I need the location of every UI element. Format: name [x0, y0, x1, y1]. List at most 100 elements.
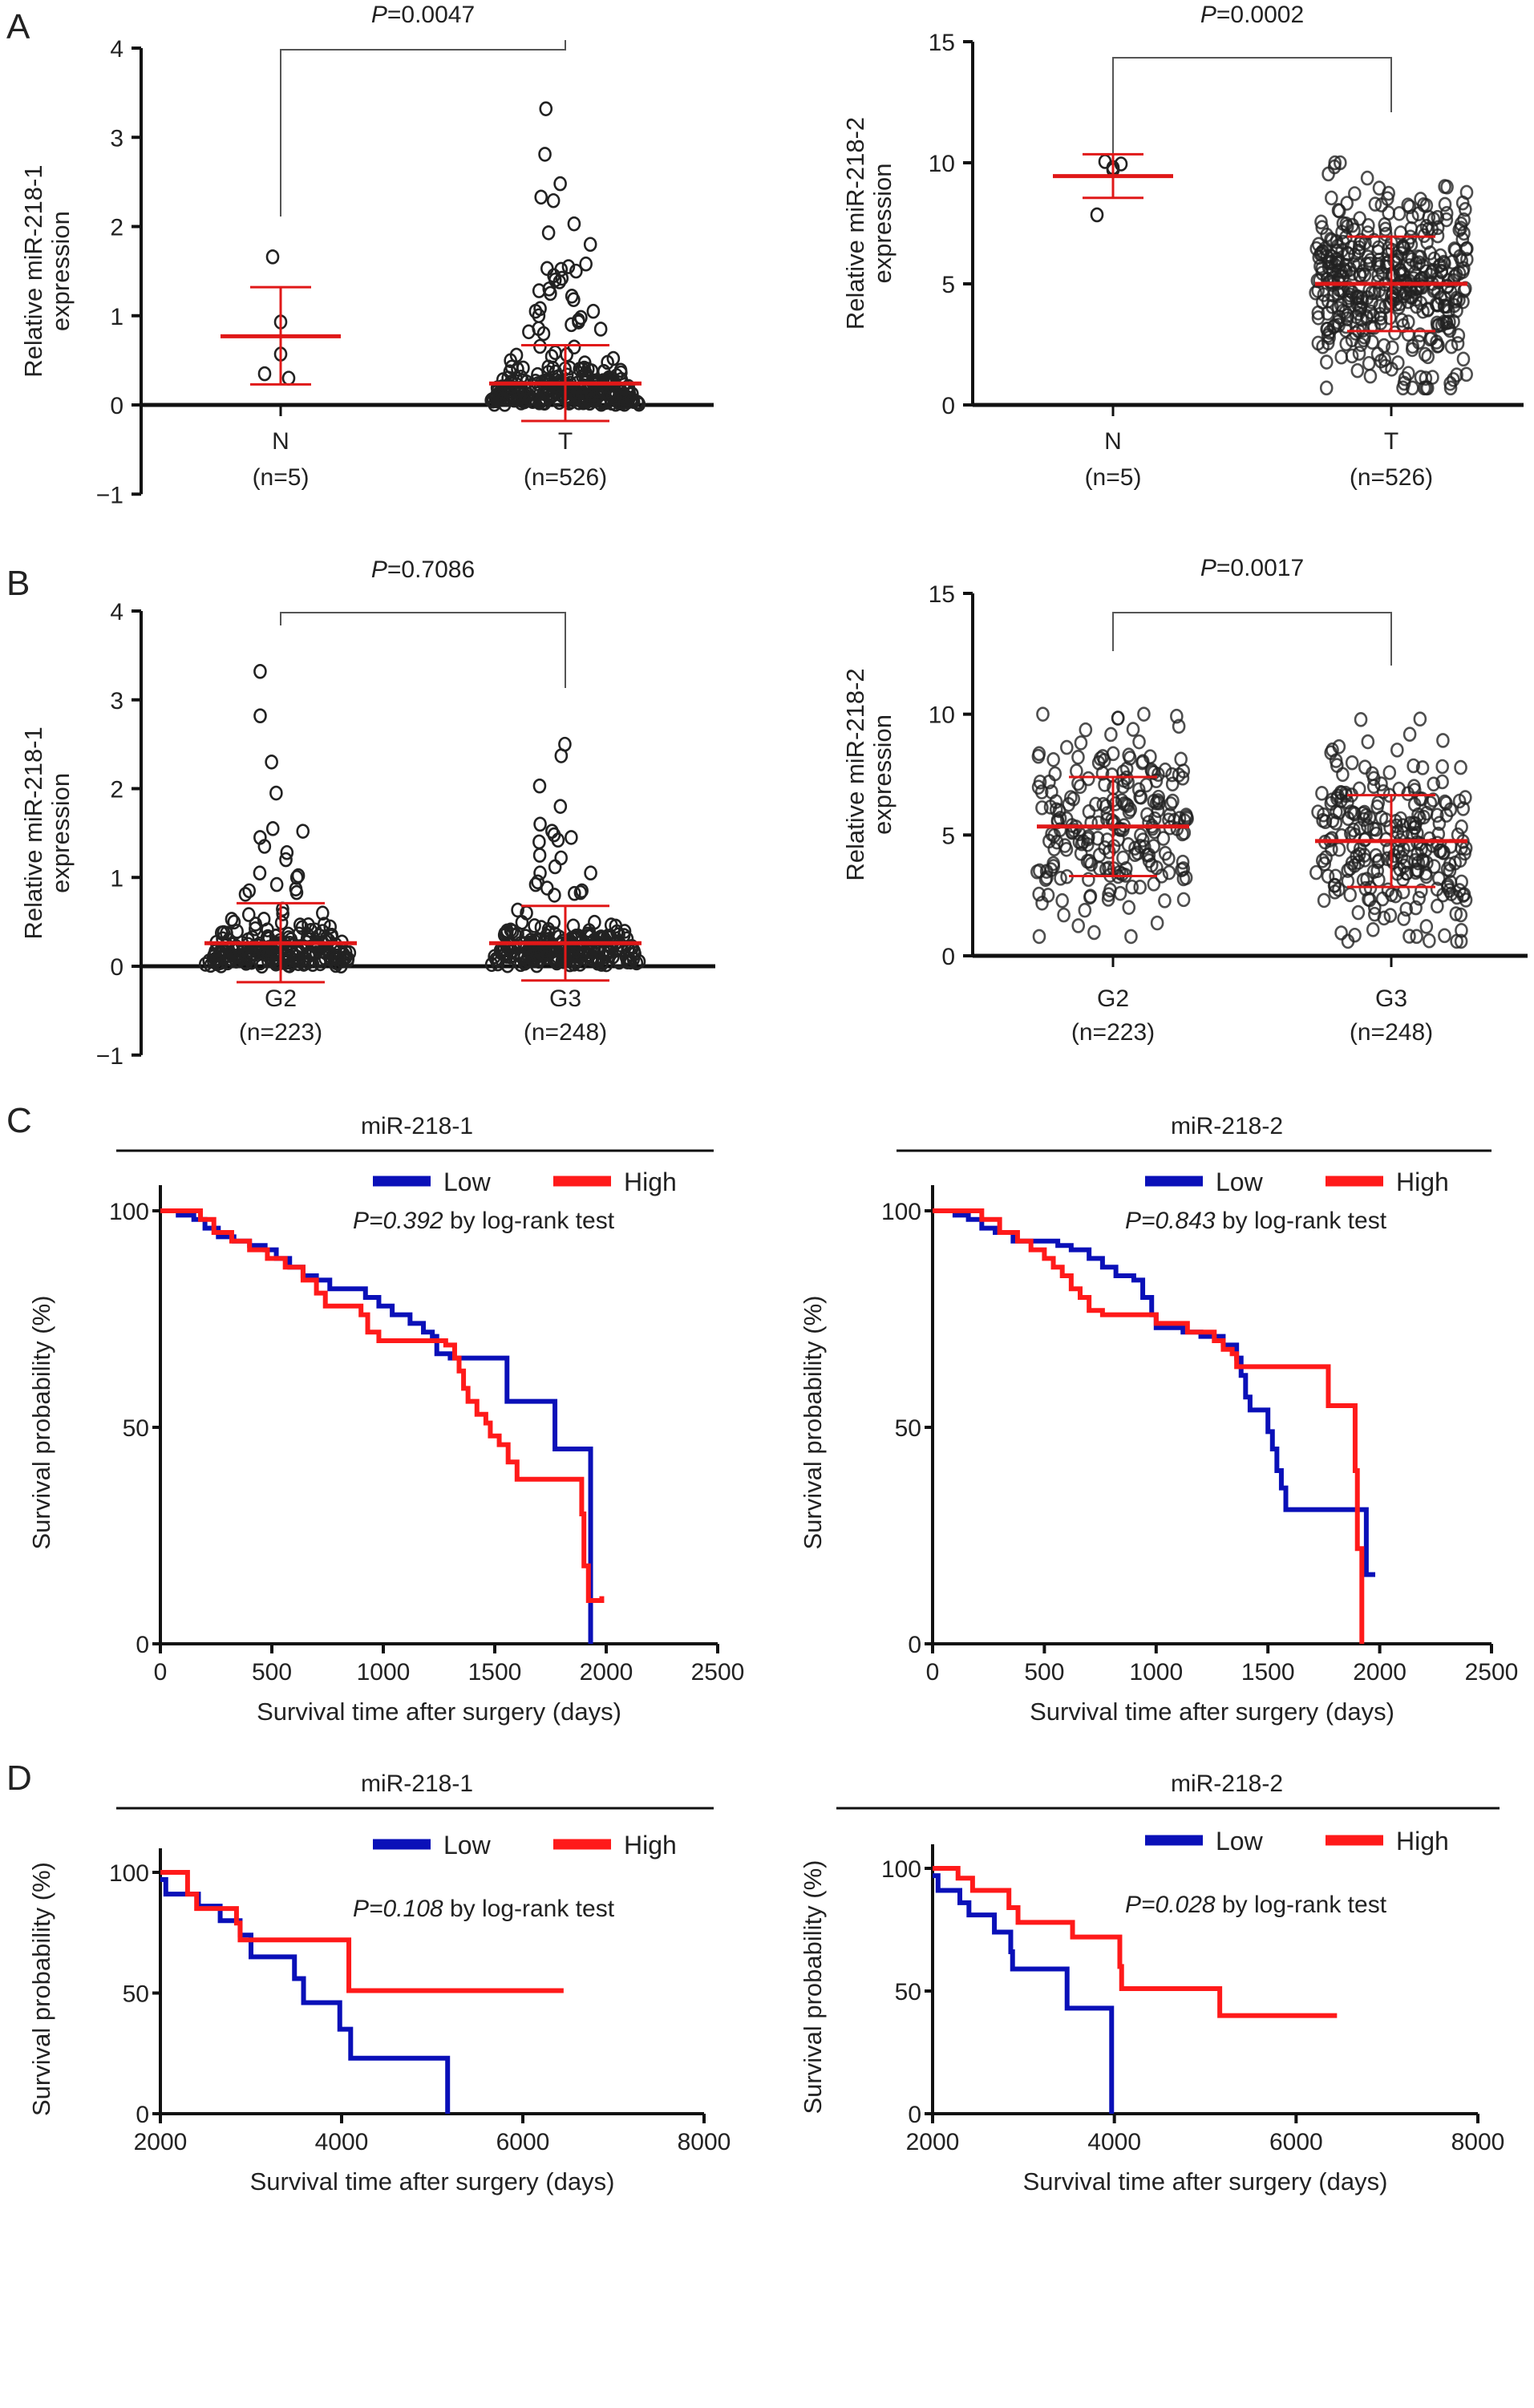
data-point	[1134, 789, 1148, 805]
data-point	[1328, 877, 1342, 893]
data-point	[528, 876, 543, 892]
km-curve-low	[933, 1208, 1376, 1577]
x-category-label: G3	[1375, 985, 1407, 1012]
data-point	[1394, 225, 1407, 241]
data-point	[544, 285, 557, 302]
data-point	[1114, 156, 1128, 172]
data-point	[1419, 805, 1434, 821]
y-tick-label: 50	[123, 1981, 149, 2008]
data-point	[1411, 855, 1426, 871]
significance-bracket	[280, 40, 566, 217]
data-point	[565, 830, 578, 845]
p-value-label: P=0.0047	[371, 2, 475, 28]
data-point	[1455, 253, 1469, 269]
x-category-n-label: (n=223)	[1071, 1019, 1155, 1046]
data-point	[1117, 796, 1131, 811]
data-point	[1412, 334, 1426, 350]
y-tick-label: 5	[941, 823, 955, 849]
data-point	[1350, 848, 1363, 864]
data-point	[257, 366, 272, 382]
data-point	[1354, 712, 1368, 727]
chart-b-left: −1 0 1 2 3 4 Relative miR-218-1expression P=0.7…	[19, 556, 715, 1070]
data-point	[1334, 349, 1349, 365]
data-point	[1378, 226, 1393, 242]
data-point	[1371, 257, 1386, 273]
data-point	[253, 664, 267, 679]
y-axis-label-line: expression	[868, 164, 897, 284]
data-point	[1143, 749, 1157, 765]
data-point	[490, 380, 504, 396]
logrank-suffix: by log-rank test	[443, 1896, 615, 1922]
data-point	[1057, 907, 1071, 923]
data-point	[1336, 303, 1350, 319]
chart-a-left: −1 0 1 2 3 4 Relative miR-218-1expression P=0.0…	[19, 2, 714, 508]
data-point	[269, 876, 284, 892]
data-point	[1444, 338, 1459, 354]
data-point	[1064, 790, 1078, 805]
data-point	[593, 322, 608, 337]
data-point	[538, 147, 552, 162]
data-point	[1047, 828, 1061, 844]
data-point	[1345, 755, 1359, 771]
data-point	[1401, 786, 1415, 801]
data-point	[568, 885, 581, 901]
data-point	[1443, 380, 1458, 396]
data-point	[1423, 933, 1436, 949]
x-tick-label: 500	[252, 1659, 292, 1686]
data-point	[1358, 880, 1373, 896]
data-point	[1083, 853, 1096, 869]
data-point	[1084, 815, 1098, 831]
data-point	[257, 911, 271, 927]
data-point	[241, 907, 256, 922]
data-point	[1081, 771, 1095, 787]
data-point	[1419, 370, 1433, 386]
data-point	[1322, 325, 1337, 340]
x-category-n-label: (n=526)	[1350, 464, 1433, 491]
data-point	[1033, 775, 1047, 790]
data-point	[1319, 380, 1334, 396]
data-point	[567, 292, 581, 308]
y-tick-label: 0	[136, 1632, 149, 1658]
chart-d-left: miR-218-1 0 50 100 2000 4000 6000 8000 Survival …	[27, 1771, 731, 2196]
data-point	[1147, 876, 1161, 892]
panel-letter-a: A	[6, 7, 30, 47]
y-axis-label: Relative miR-218-1expression	[19, 726, 75, 939]
data-point	[1108, 796, 1123, 811]
data-point	[1158, 893, 1172, 909]
data-point	[1041, 888, 1055, 903]
y-tick-label: 100	[881, 1199, 921, 1225]
x-tick-label: 2500	[1465, 1659, 1519, 1686]
data-point	[1123, 751, 1137, 766]
x-category-label: T	[1384, 428, 1398, 455]
data-point	[1382, 765, 1397, 780]
data-point	[533, 338, 547, 354]
y-tick-label: 0	[908, 1632, 921, 1658]
data-point	[1437, 314, 1451, 330]
data-point	[1411, 807, 1425, 823]
logrank-annotation: P=0.108 by log-rank test	[353, 1896, 615, 1922]
y-tick-label: 2	[110, 777, 123, 803]
data-point	[1372, 180, 1386, 196]
data-point	[589, 373, 604, 388]
x-tick-label: 2000	[134, 2129, 188, 2155]
y-axis-label-line: expression	[868, 714, 897, 835]
data-point	[1435, 759, 1450, 775]
data-point	[1095, 749, 1110, 764]
km-curve-high	[160, 1208, 605, 1603]
data-point	[1125, 879, 1139, 895]
data-point	[1358, 804, 1371, 820]
data-point	[1343, 261, 1357, 277]
data-point	[1440, 179, 1454, 195]
p-value-prefix: P	[371, 2, 387, 28]
data-point	[506, 948, 520, 963]
data-point	[269, 785, 283, 801]
data-point	[1413, 711, 1427, 726]
data-point	[1334, 264, 1348, 279]
y-tick-label: 3	[110, 125, 123, 152]
data-point	[577, 355, 592, 370]
data-point	[1407, 758, 1420, 774]
data-point	[567, 946, 581, 961]
p-value-label: P=0.0002	[1200, 2, 1304, 28]
data-point	[1162, 864, 1176, 880]
data-point	[575, 883, 589, 899]
